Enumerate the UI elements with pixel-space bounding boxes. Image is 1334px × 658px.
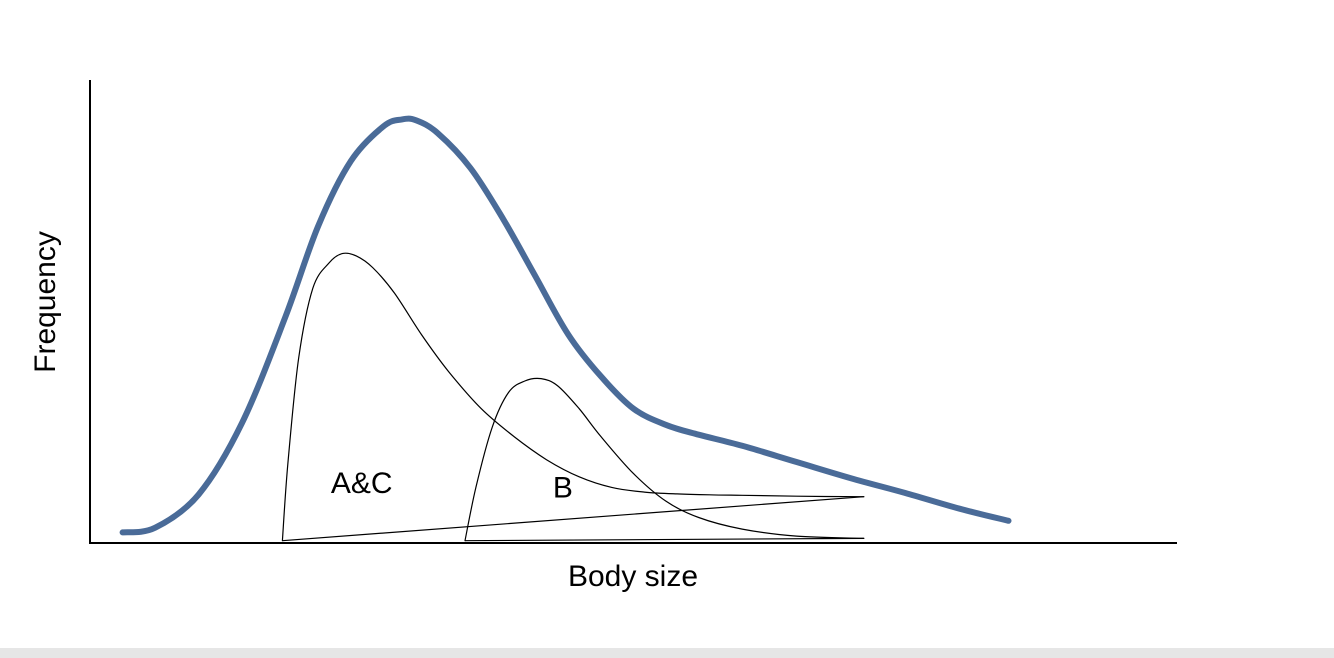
x-axis-label: Body size xyxy=(568,560,698,593)
bottom-bar xyxy=(0,648,1334,658)
annotation-label: A&C xyxy=(331,467,393,500)
annotation-layer: A&C B xyxy=(331,467,573,505)
series-2-line xyxy=(281,252,865,542)
annotation-label: B xyxy=(553,471,573,504)
series-3-line xyxy=(464,377,865,542)
y-axis-label: Frequency xyxy=(29,231,62,373)
series-3-baseline xyxy=(465,537,864,542)
series-1-line xyxy=(119,115,1012,536)
series-layer xyxy=(119,115,1012,542)
series-2-baseline xyxy=(282,496,864,542)
